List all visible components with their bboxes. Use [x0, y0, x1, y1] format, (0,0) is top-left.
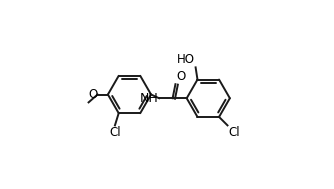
- Text: Cl: Cl: [109, 126, 121, 139]
- Text: HO: HO: [177, 53, 195, 67]
- Text: NH: NH: [140, 92, 159, 105]
- Text: O: O: [88, 88, 97, 101]
- Text: Cl: Cl: [228, 126, 240, 139]
- Text: O: O: [176, 70, 186, 83]
